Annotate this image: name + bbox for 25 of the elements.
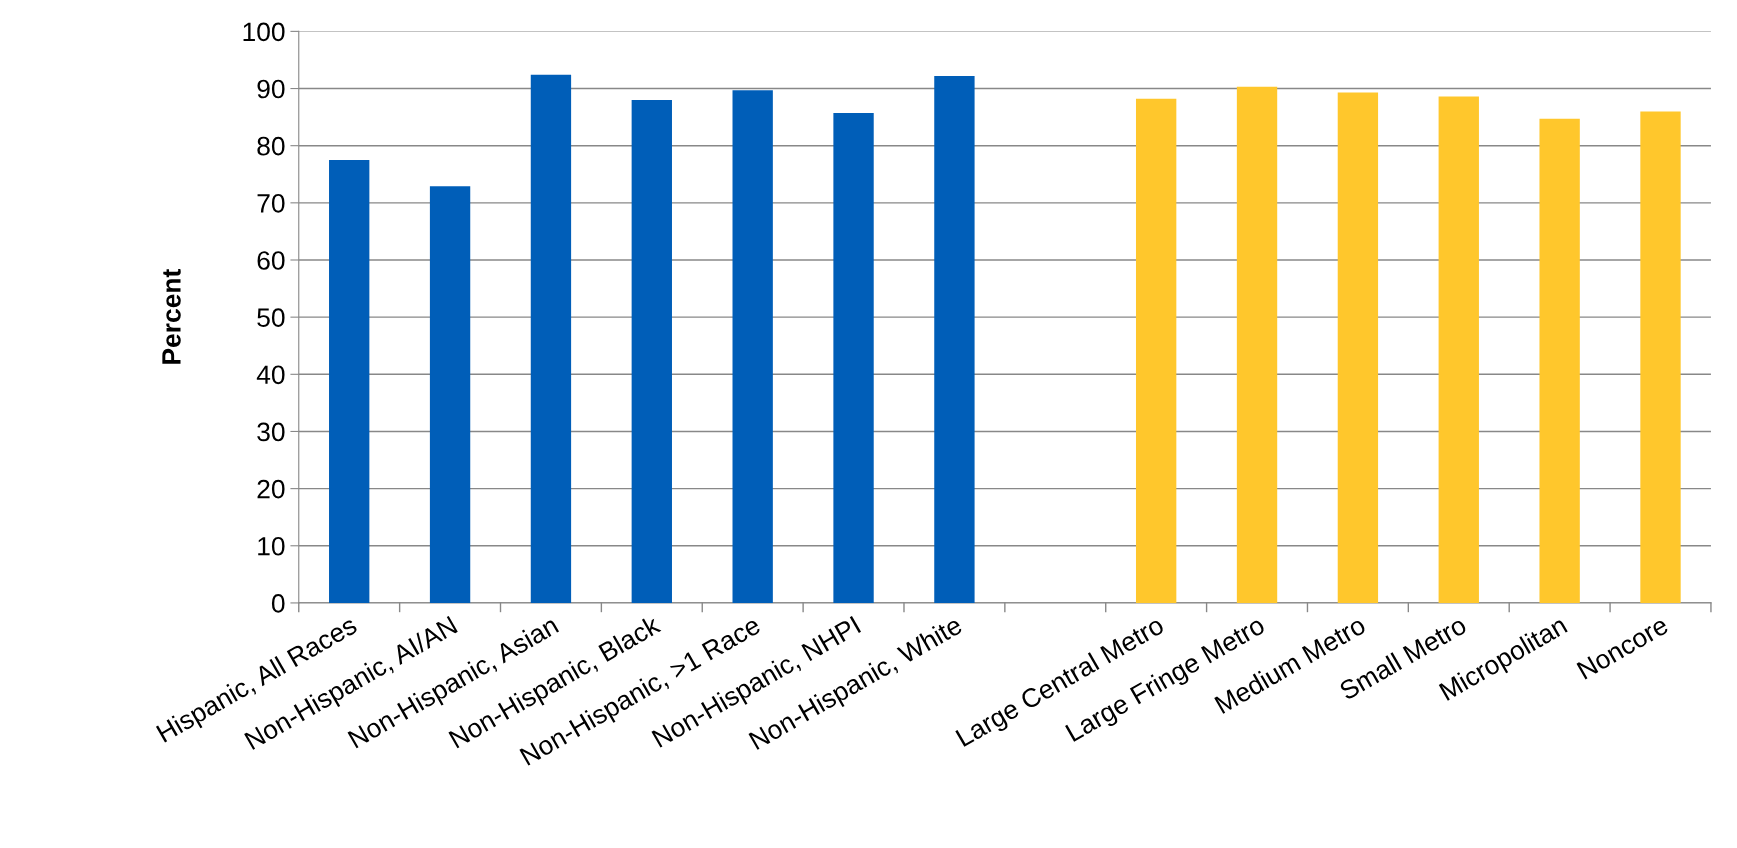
bar (833, 113, 874, 603)
y-axis-title: Percent (162, 269, 181, 364)
bar (1337, 92, 1379, 603)
y-tick-label: 30 (257, 422, 285, 442)
y-tick-label: 60 (257, 251, 285, 270)
y-tick-label: 100 (243, 22, 285, 42)
bar (1539, 118, 1580, 603)
y-tick-label: 90 (257, 79, 285, 99)
y-tick-label: 80 (257, 136, 285, 156)
y-tick-label: 20 (257, 479, 285, 499)
y-tick-label: 40 (256, 365, 285, 385)
bar (1438, 96, 1479, 603)
y-tick-label: 0 (271, 594, 285, 613)
y-tick-label: 50 (257, 308, 285, 327)
bar (1640, 111, 1681, 603)
bar (1135, 98, 1177, 603)
bar (732, 90, 773, 603)
y-tick-label: 70 (257, 193, 285, 213)
bar (631, 99, 672, 603)
y-tick-label: 10 (258, 536, 285, 556)
bar (530, 74, 572, 603)
bar (934, 75, 975, 603)
bar (329, 159, 370, 603)
bar (429, 186, 471, 603)
bar (1236, 86, 1278, 603)
